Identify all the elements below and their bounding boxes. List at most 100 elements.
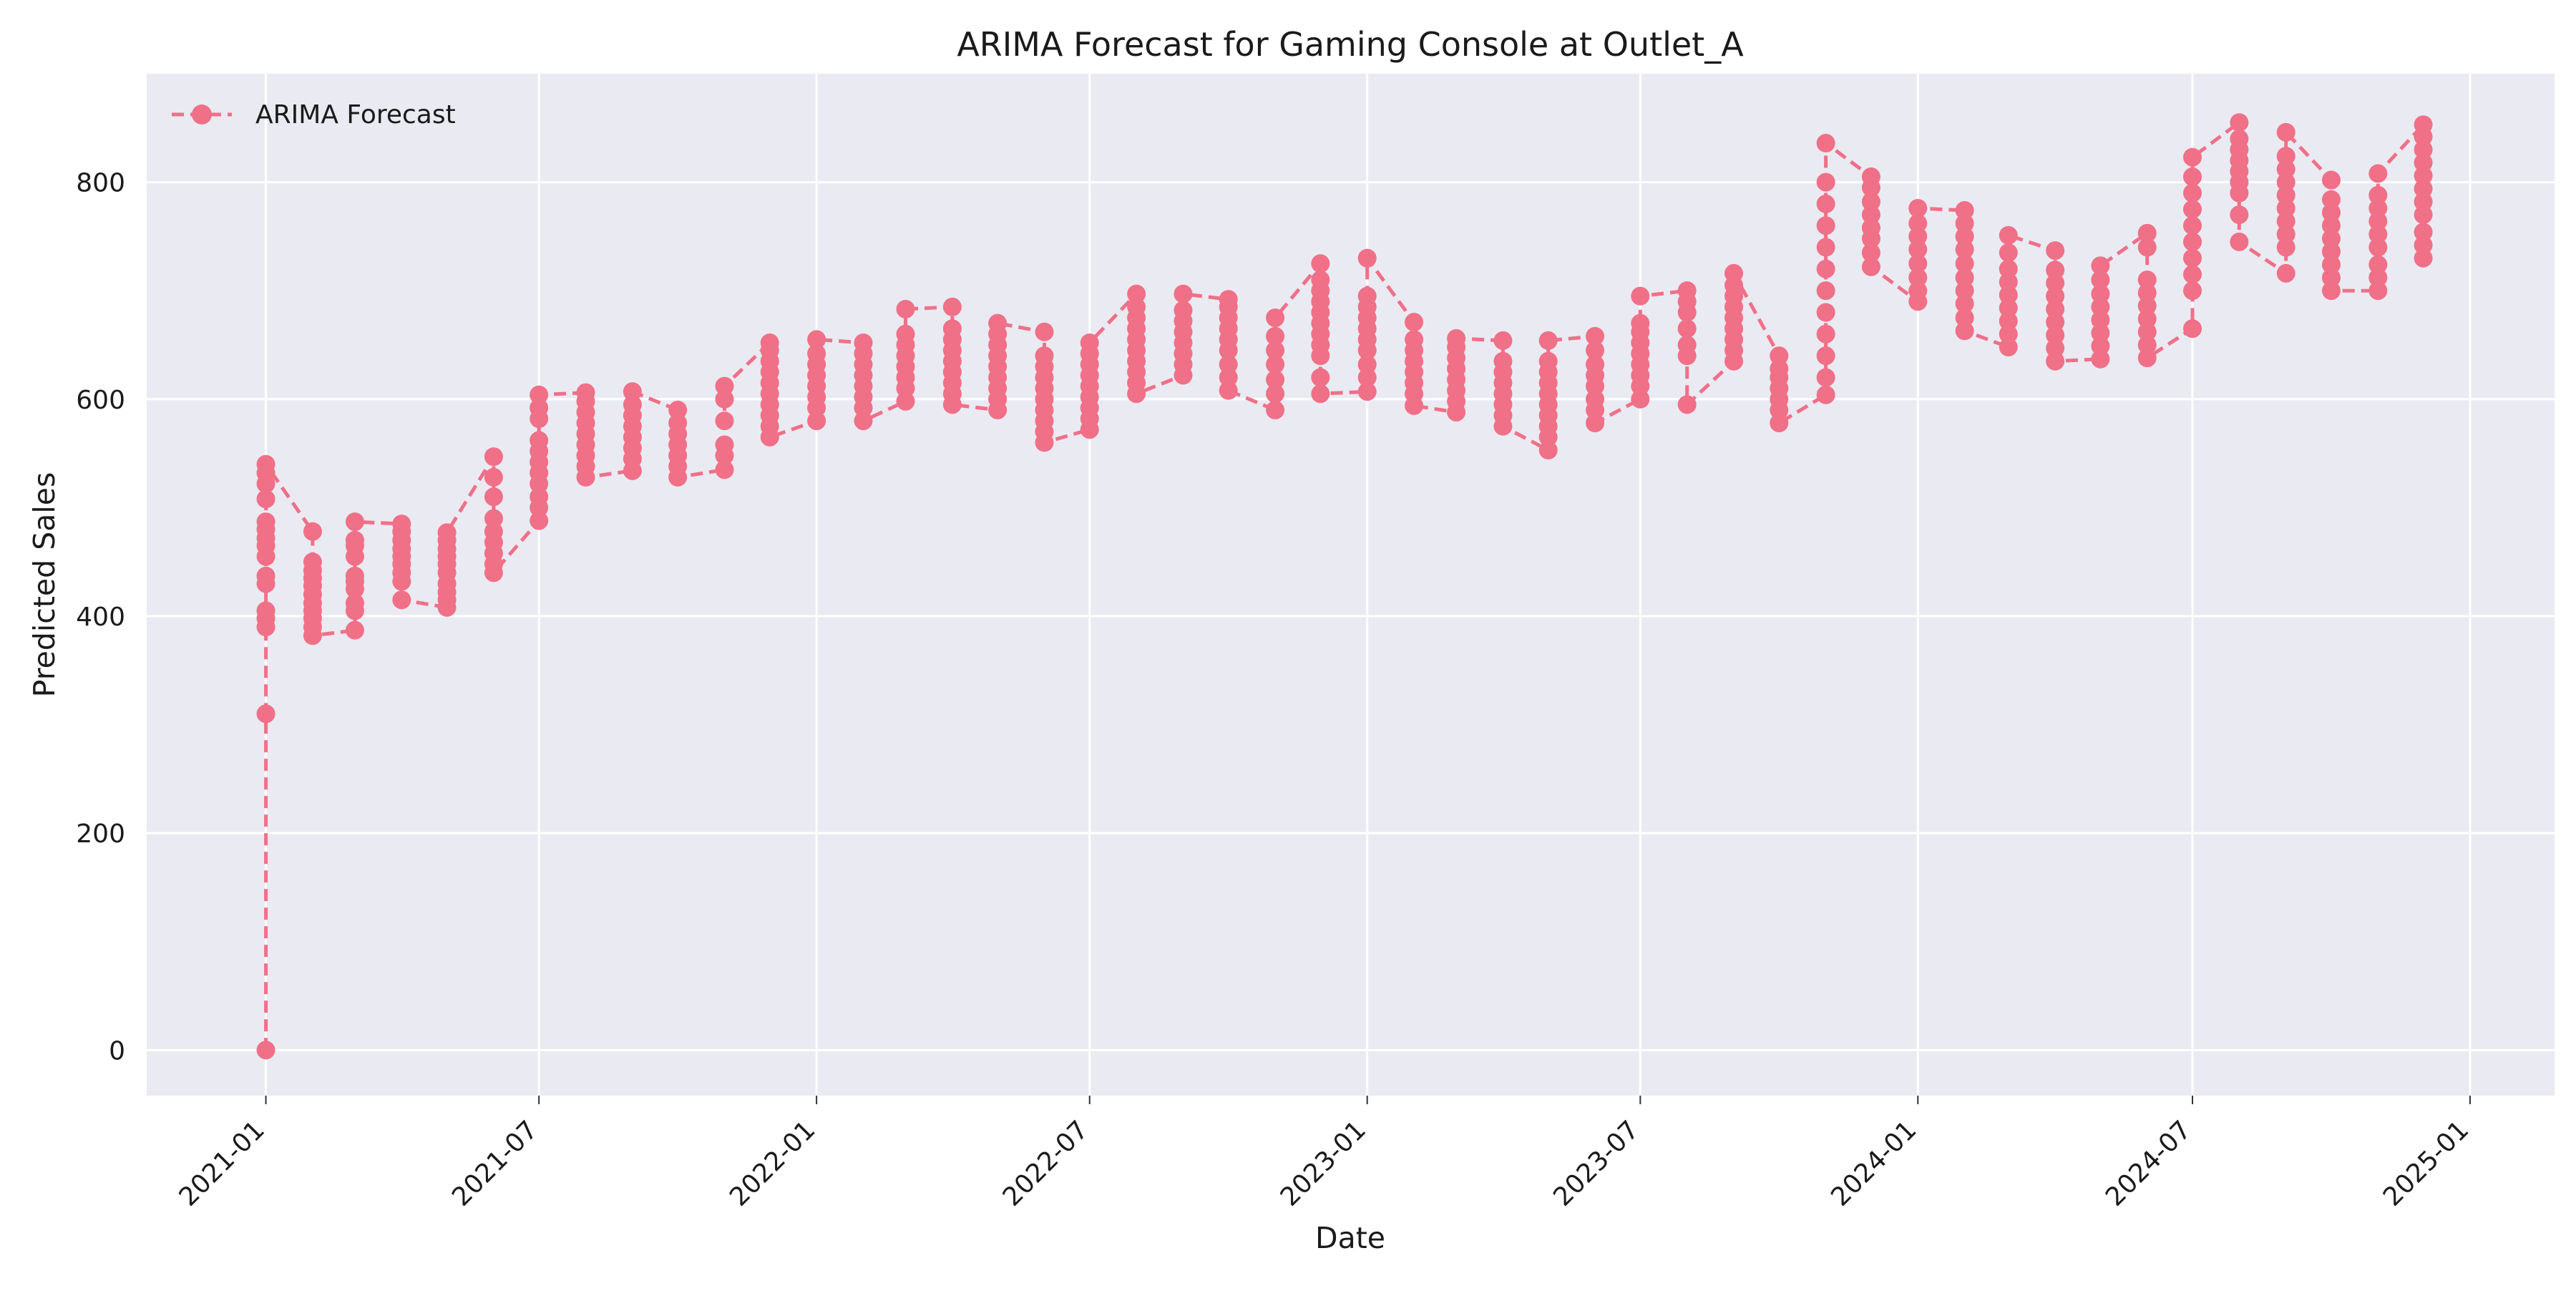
data-point (2137, 322, 2157, 341)
data-point (1816, 303, 1835, 322)
x-axis-title: Date (1315, 1221, 1385, 1255)
data-point (2137, 238, 2157, 257)
legend: ARIMA Forecast (172, 100, 456, 130)
data-point (1631, 389, 1650, 409)
data-point (1908, 214, 1928, 233)
data-point (256, 601, 275, 620)
data-point (1677, 395, 1697, 414)
data-point (896, 391, 915, 411)
data-point (2091, 349, 2110, 369)
data-point (530, 385, 549, 404)
data-point (1357, 368, 1377, 387)
data-point (1405, 330, 1424, 349)
data-point (345, 620, 364, 640)
data-point (1908, 268, 1928, 287)
data-point (303, 552, 322, 572)
data-point (1770, 346, 1789, 366)
grid (147, 74, 2555, 1104)
data-point (1908, 281, 1928, 301)
data-point (1538, 351, 1558, 371)
data-point (2414, 153, 2433, 172)
data-point (2091, 256, 2110, 276)
data-point (1677, 281, 1697, 301)
data-point (1816, 194, 1835, 213)
data-point (1955, 201, 1974, 220)
data-point (1266, 400, 1285, 419)
data-point (2137, 283, 2157, 303)
data-point (1955, 254, 1974, 273)
data-point (1816, 134, 1835, 153)
data-point (2182, 319, 2202, 338)
data-point (392, 590, 411, 610)
data-point (2414, 166, 2433, 185)
data-point (807, 411, 826, 431)
data-point (530, 487, 549, 507)
y-tick-label: 400 (76, 603, 125, 632)
data-point (2137, 296, 2157, 316)
data-point (1493, 351, 1513, 371)
data-point (1955, 321, 1974, 341)
data-point (1770, 359, 1789, 379)
data-point (2091, 284, 2110, 303)
data-point (2230, 232, 2249, 251)
data-point (1357, 248, 1377, 268)
data-point (854, 333, 873, 352)
data-point (1861, 205, 1880, 225)
data-point (2182, 248, 2202, 268)
data-point (1311, 254, 1330, 273)
data-series (256, 113, 2433, 1060)
data-point (1586, 414, 1605, 433)
data-point (1586, 355, 1605, 374)
data-point (2182, 200, 2202, 219)
data-point (1266, 355, 1285, 374)
data-point (715, 389, 734, 409)
data-point (2276, 238, 2296, 257)
data-point (1999, 324, 2018, 344)
data-point (2368, 255, 2388, 274)
data-point (1266, 326, 1285, 346)
data-point (2276, 147, 2296, 166)
data-point (2276, 160, 2296, 179)
data-point (2321, 229, 2341, 248)
data-point (1816, 346, 1835, 366)
data-point (484, 487, 503, 507)
data-point (2276, 185, 2296, 205)
data-point (1955, 240, 1974, 259)
data-point (1724, 263, 1744, 283)
data-point (2368, 281, 2388, 301)
data-point (1266, 370, 1285, 389)
data-point (1816, 259, 1835, 278)
data-point (2091, 271, 2110, 290)
data-point (668, 400, 688, 419)
data-point (2137, 309, 2157, 328)
data-point (1586, 326, 1605, 346)
chart-title: ARIMA Forecast for Gaming Console at Out… (957, 25, 1744, 64)
data-point (576, 383, 595, 402)
y-axis-title: Predicted Sales (27, 472, 62, 698)
data-point (2046, 273, 2065, 293)
data-point (2368, 198, 2388, 218)
data-point (942, 319, 962, 338)
data-point (896, 324, 915, 344)
data-point (1999, 298, 2018, 318)
data-point (1311, 384, 1330, 404)
data-point (2091, 311, 2110, 330)
data-point (1586, 389, 1605, 409)
data-point (1999, 243, 2018, 263)
data-point (1999, 273, 2018, 292)
data-point (1311, 368, 1330, 387)
data-point (1955, 294, 1974, 313)
data-point (1677, 319, 1697, 338)
y-tick-label: 800 (76, 169, 125, 198)
data-point (1174, 301, 1193, 320)
data-point (2046, 299, 2065, 318)
data-point (1861, 218, 1880, 238)
data-point (2182, 147, 2202, 167)
data-point (303, 522, 322, 541)
data-point (715, 411, 734, 431)
data-point (2046, 326, 2065, 345)
data-point (2230, 129, 2249, 148)
legend-marker-swatch (192, 104, 212, 125)
data-point (1955, 227, 1974, 246)
data-point (2414, 192, 2433, 211)
